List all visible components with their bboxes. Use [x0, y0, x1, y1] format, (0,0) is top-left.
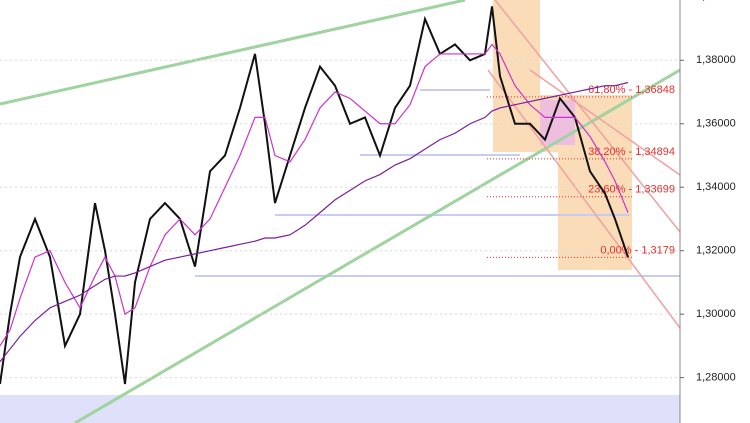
y-tick-label: 1,36000	[696, 118, 736, 130]
series-line	[0, 81, 629, 363]
support-lines	[195, 89, 680, 277]
fib-label: 61,80% - 1,36848	[588, 84, 675, 96]
series-line	[0, 6, 629, 385]
channel-lines	[487, 0, 681, 329]
y-tick-label: 1,28000	[696, 372, 736, 384]
y-tick-label: 1,38000	[696, 54, 736, 66]
y-tick-label: 1,30000	[696, 308, 736, 320]
y-tick-label: 1,40000	[696, 0, 736, 3]
y-tick-label: 1,32000	[696, 245, 736, 257]
series-line	[0, 43, 629, 347]
zone-band	[0, 395, 680, 423]
fib-label: 0,00% - 1,3179	[600, 244, 675, 256]
fib-label: 38,20% - 1,34894	[588, 146, 675, 158]
fib-label: 23,60% - 1,33699	[588, 184, 675, 196]
y-tick-label: 1,34000	[696, 181, 736, 193]
